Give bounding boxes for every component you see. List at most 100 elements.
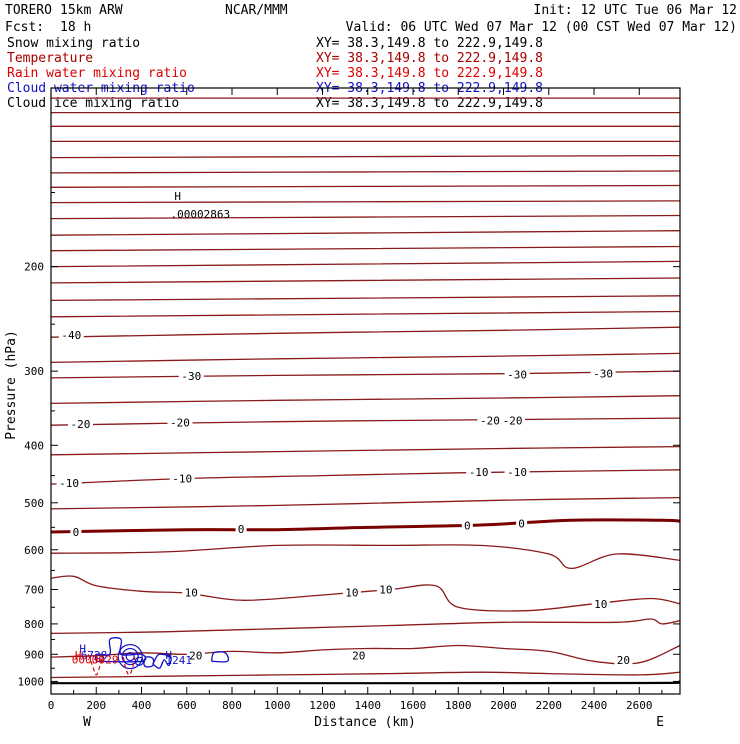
temperature-isotherm xyxy=(51,644,680,665)
cloud-water-contour xyxy=(152,653,172,669)
legend-field-name: Temperature xyxy=(7,51,93,66)
temperature-isotherm xyxy=(51,326,680,338)
isotherm-label-bg xyxy=(504,466,530,479)
temperature-isotherm xyxy=(51,395,680,405)
isotherm-label: -30 xyxy=(593,368,613,381)
isotherm-label: -10 xyxy=(507,466,527,479)
isotherm-label-bg xyxy=(58,329,84,342)
y-tick-label: 400 xyxy=(24,439,44,452)
isotherm-label-bg xyxy=(235,523,247,536)
y-tick-label: 600 xyxy=(24,544,44,557)
temperature-isotherm xyxy=(51,544,680,570)
x-tick-label: 600 xyxy=(177,699,197,712)
y-tick-label: 800 xyxy=(24,618,44,631)
isotherm-label-bg xyxy=(500,414,526,427)
isotherm-label-bg xyxy=(461,519,473,532)
plot-frame xyxy=(50,87,681,695)
temperature-isotherm xyxy=(51,154,680,159)
temperature-isotherm xyxy=(51,295,680,302)
x-tick-label: 1400 xyxy=(355,699,382,712)
extremum-label: .1241 xyxy=(159,654,192,667)
extremum-label: 00000 xyxy=(72,653,105,666)
isotherm-label-bg xyxy=(56,476,82,489)
isotherm-label-bg xyxy=(516,517,528,530)
y-tick-label: 500 xyxy=(24,497,44,510)
isotherm-label: 10 xyxy=(185,586,198,599)
x-tick-label: 200 xyxy=(86,699,106,712)
isotherm-label-bg xyxy=(466,466,492,479)
isotherm-label-bg xyxy=(342,586,361,599)
isotherm-label-bg xyxy=(376,583,395,596)
temperature-isotherm xyxy=(51,469,680,485)
x-tick-label: 2000 xyxy=(490,699,517,712)
isotherm-label-bg xyxy=(614,653,633,666)
y-tick-label: 200 xyxy=(24,261,44,274)
forecast-label: Fcst: xyxy=(5,20,44,35)
isotherm-label: -20 xyxy=(70,418,90,431)
isotherm-label: 10 xyxy=(594,598,607,611)
x-tick-label: 0 xyxy=(48,699,55,712)
isotherm-label-bg xyxy=(349,649,368,662)
west-end-label: W xyxy=(83,715,91,730)
cloud-water-contour-ring xyxy=(125,651,135,662)
isotherm-label: -20 xyxy=(480,414,500,427)
extremum-label: 6728 xyxy=(81,649,108,662)
y-tick-label: 900 xyxy=(24,648,44,661)
east-end-label: E xyxy=(656,715,664,730)
isotherm-label: 0 xyxy=(464,519,471,532)
isotherm-label-bg xyxy=(186,649,205,662)
extremum-label: 3929 xyxy=(92,653,119,666)
y-tick-label: 700 xyxy=(24,584,44,597)
x-tick-label: 1000 xyxy=(264,699,291,712)
isotherm-label-bg xyxy=(167,416,193,429)
extremum-label: H xyxy=(165,649,172,662)
temperature-isotherm xyxy=(51,214,680,220)
contour-layer: -40-30 -30 -30-20 -20 -20 -20-10 -10 -10 -100 0 0 0… xyxy=(51,97,680,685)
isotherm-label: 10 xyxy=(379,584,392,597)
x-tick-label: 1600 xyxy=(400,699,427,712)
center-name: NCAR/MMM xyxy=(225,3,288,18)
temperature-isotherm xyxy=(51,230,680,236)
x-tick-label: 2400 xyxy=(581,699,608,712)
isotherm-label: 0 xyxy=(518,518,525,531)
temperature-isotherm xyxy=(51,445,680,456)
forecast-hour: 18 h xyxy=(60,20,91,35)
legend-field-name: Cloud ice mixing ratio xyxy=(7,96,179,111)
x-tick-label: 1200 xyxy=(309,699,336,712)
model-resolution: 15km ARW xyxy=(60,3,123,18)
isotherm-label: -10 xyxy=(172,472,192,485)
freezing-isotherm xyxy=(51,518,680,534)
legend-xy-coords: XY= 38.3,149.8 to 222.9,149.8 xyxy=(316,36,543,51)
isotherm-label: 20 xyxy=(189,649,202,662)
isotherm-label: 20 xyxy=(617,654,630,667)
legend-field-name: Snow mixing ratio xyxy=(7,36,140,51)
isotherm-label-bg xyxy=(67,417,93,430)
cloud-water-contour-ring xyxy=(121,647,139,666)
cloud-water-contour-ring xyxy=(134,656,144,666)
temperature-isotherm xyxy=(51,575,680,612)
cloud-water-contour-ring xyxy=(117,643,143,670)
temperature-isotherm xyxy=(51,352,680,364)
isotherm-label: -40 xyxy=(61,329,81,342)
temperature-isotherm xyxy=(51,417,680,426)
terrain-surface-line xyxy=(51,680,680,685)
legend-xy-coords: XY= 38.3,149.8 to 222.9,149.8 xyxy=(316,66,543,81)
temperature-isotherm xyxy=(51,184,680,188)
field-legend: Snow mixing ratio XY= 38.3,149.8 to 222.9… xyxy=(7,36,543,111)
x-tick-label: 2600 xyxy=(626,699,653,712)
temperature-isotherm xyxy=(51,618,680,635)
isotherm-label: -20 xyxy=(503,414,523,427)
temperature-isotherm xyxy=(51,496,680,510)
legend-xy-coords: XY= 38.3,149.8 to 222.9,149.8 xyxy=(316,96,543,111)
temperature-isotherm xyxy=(51,260,680,268)
isotherm-label: -20 xyxy=(170,416,190,429)
rain-water-contour xyxy=(87,654,104,676)
isotherm-label-bg xyxy=(590,367,616,380)
x-tick-label: 1800 xyxy=(445,699,472,712)
y-tick-label: 1000 xyxy=(18,675,45,688)
isotherm-label: 20 xyxy=(352,649,365,662)
isotherm-label-bg xyxy=(182,586,201,599)
isotherm-label: 10 xyxy=(345,586,358,599)
temperature-isotherm xyxy=(51,310,680,318)
isotherm-label-bg xyxy=(591,598,610,611)
